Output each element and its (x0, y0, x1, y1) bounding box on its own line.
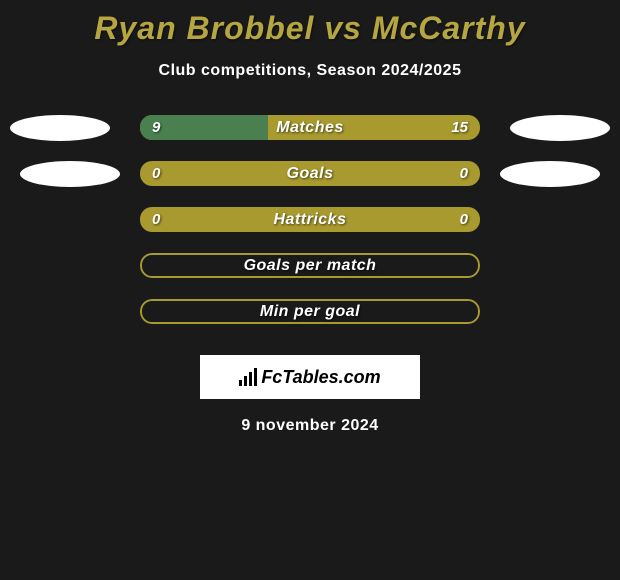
stat-label: Min per goal (140, 299, 480, 324)
player-right-avatar (500, 161, 600, 187)
stat-bar: 9 Matches 15 (140, 115, 480, 140)
date-text: 9 november 2024 (0, 417, 620, 435)
stat-label: Goals per match (140, 253, 480, 278)
stat-label: Goals (140, 161, 480, 186)
player-right-avatar (510, 115, 610, 141)
stat-bar: 0 Goals 0 (140, 161, 480, 186)
stat-row: 9 Matches 15 (0, 115, 620, 161)
chart-icon (239, 368, 257, 386)
stats-container: 9 Matches 15 0 Goals 0 0 Hattricks 0 Goa… (0, 115, 620, 345)
stat-bar: Min per goal (140, 299, 480, 324)
logo-text: FcTables.com (239, 367, 380, 388)
player-left-avatar (10, 115, 110, 141)
stat-right-value: 0 (460, 207, 468, 232)
player-left-avatar (20, 161, 120, 187)
stat-label: Hattricks (140, 207, 480, 232)
comparison-title: Ryan Brobbel vs McCarthy (0, 0, 620, 47)
stat-bar: 0 Hattricks 0 (140, 207, 480, 232)
stat-row: 0 Hattricks 0 (0, 207, 620, 253)
logo-label: FcTables.com (261, 367, 380, 388)
stat-right-value: 0 (460, 161, 468, 186)
stat-label: Matches (140, 115, 480, 140)
stat-bar: Goals per match (140, 253, 480, 278)
footer-logo: FcTables.com (200, 355, 420, 399)
comparison-subtitle: Club competitions, Season 2024/2025 (0, 62, 620, 80)
stat-right-value: 15 (451, 115, 468, 140)
stat-row: 0 Goals 0 (0, 161, 620, 207)
stat-row: Goals per match (0, 253, 620, 299)
stat-row: Min per goal (0, 299, 620, 345)
